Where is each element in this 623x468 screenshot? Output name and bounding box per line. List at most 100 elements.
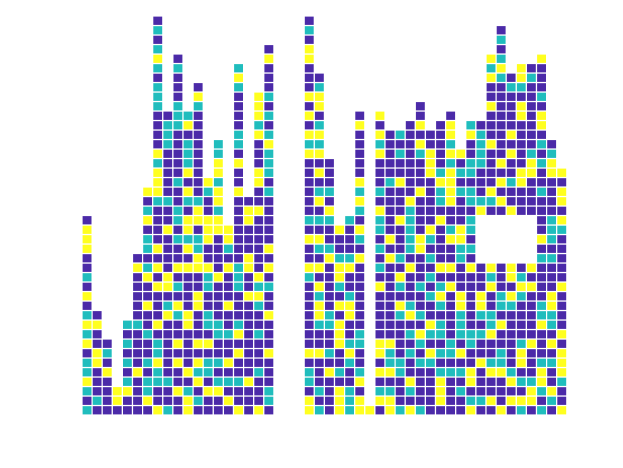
grid-cell-7-23 xyxy=(152,186,164,198)
grid-cell-29-9 xyxy=(374,319,386,331)
grid-cell-45-33 xyxy=(535,91,548,103)
grid-cell-41-11 xyxy=(495,300,507,312)
grid-cell-23-3 xyxy=(313,376,325,388)
grid-cell-30-5 xyxy=(384,357,396,369)
grid-cell-23-8 xyxy=(313,328,325,340)
grid-cell-8-21 xyxy=(162,205,174,217)
grid-cell-17-24 xyxy=(253,176,265,188)
grid-cell-47-25 xyxy=(556,167,568,179)
grid-cell-38-12 xyxy=(465,290,477,302)
grid-cell-23-7 xyxy=(313,338,325,350)
grid-cell-6-18 xyxy=(142,233,154,245)
grid-cell-6-9 xyxy=(142,319,154,331)
grid-cell-1-5 xyxy=(91,357,103,369)
grid-cell-25-17 xyxy=(333,243,346,255)
grid-cell-37-25 xyxy=(455,167,467,179)
grid-cell-40-24 xyxy=(485,176,497,188)
grid-cell-29-30 xyxy=(374,119,386,131)
grid-cell-6-3 xyxy=(142,376,154,388)
grid-cell-22-2 xyxy=(303,385,315,397)
grid-cell-42-24 xyxy=(505,176,517,188)
grid-cell-16-20 xyxy=(243,214,255,226)
grid-cell-37-24 xyxy=(455,176,467,188)
grid-cell-30-28 xyxy=(384,138,396,150)
grid-cell-29-6 xyxy=(374,347,386,359)
grid-cell-46-16 xyxy=(545,252,558,264)
grid-cell-44-27 xyxy=(525,148,538,160)
grid-cell-12-23 xyxy=(202,186,214,198)
grid-cell-7-24 xyxy=(152,176,164,188)
grid-cell-5-12 xyxy=(131,290,144,302)
grid-cell-40-27 xyxy=(485,148,497,160)
grid-cell-4-9 xyxy=(121,319,134,331)
grid-cell-29-3 xyxy=(374,376,386,388)
grid-cell-46-18 xyxy=(545,233,558,245)
grid-cell-46-11 xyxy=(545,300,558,312)
grid-cell-15-25 xyxy=(232,167,245,179)
grid-cell-36-27 xyxy=(445,148,457,160)
grid-cell-33-32 xyxy=(414,100,426,112)
grid-cell-25-8 xyxy=(333,328,346,340)
grid-cell-8-3 xyxy=(162,376,174,388)
grid-cell-33-18 xyxy=(414,233,426,245)
grid-cell-10-28 xyxy=(182,138,194,150)
grid-cell-38-11 xyxy=(465,300,477,312)
grid-cell-37-5 xyxy=(455,357,467,369)
grid-cell-36-13 xyxy=(445,281,457,293)
grid-cell-31-19 xyxy=(394,224,406,236)
grid-cell-41-34 xyxy=(495,81,507,93)
grid-cell-38-18 xyxy=(465,233,477,245)
grid-cell-27-25 xyxy=(354,167,366,179)
grid-cell-46-24 xyxy=(545,176,558,188)
grid-cell-23-27 xyxy=(313,148,325,160)
grid-cell-44-21 xyxy=(525,205,538,217)
grid-cell-23-23 xyxy=(313,186,325,198)
grid-cell-28-0 xyxy=(364,404,376,416)
grid-cell-38-22 xyxy=(465,195,477,207)
grid-cell-8-0 xyxy=(162,404,174,416)
grid-cell-24-25 xyxy=(323,167,336,179)
grid-cell-9-5 xyxy=(172,357,184,369)
grid-cell-40-29 xyxy=(485,129,497,141)
grid-cell-22-28 xyxy=(303,138,315,150)
grid-cell-24-17 xyxy=(323,243,336,255)
grid-cell-13-17 xyxy=(212,243,225,255)
grid-cell-34-26 xyxy=(424,157,437,169)
grid-cell-40-6 xyxy=(485,347,497,359)
grid-cell-13-7 xyxy=(212,338,225,350)
grid-cell-23-9 xyxy=(313,319,325,331)
grid-cell-33-21 xyxy=(414,205,426,217)
grid-cell-22-16 xyxy=(303,252,315,264)
grid-cell-17-15 xyxy=(253,262,265,274)
grid-cell-18-24 xyxy=(263,176,275,188)
grid-cell-17-23 xyxy=(253,186,265,198)
grid-cell-33-1 xyxy=(414,395,426,407)
grid-cell-45-25 xyxy=(535,167,548,179)
grid-cell-9-30 xyxy=(172,119,184,131)
grid-cell-37-23 xyxy=(455,186,467,198)
grid-cell-24-16 xyxy=(323,252,336,264)
grid-cell-17-9 xyxy=(253,319,265,331)
grid-cell-41-8 xyxy=(495,328,507,340)
grid-cell-42-7 xyxy=(505,338,517,350)
grid-cell-37-1 xyxy=(455,395,467,407)
grid-cell-34-28 xyxy=(424,138,437,150)
grid-cell-32-11 xyxy=(404,300,416,312)
grid-cell-27-16 xyxy=(354,252,366,264)
grid-cell-11-12 xyxy=(192,290,204,302)
grid-cell-47-23 xyxy=(556,186,568,198)
grid-cell-18-0 xyxy=(263,404,275,416)
grid-cell-22-17 xyxy=(303,243,315,255)
grid-cell-14-18 xyxy=(222,233,235,245)
grid-cell-9-34 xyxy=(172,81,184,93)
grid-cell-15-12 xyxy=(232,290,245,302)
grid-cell-10-30 xyxy=(182,119,194,131)
grid-cell-29-31 xyxy=(374,110,386,122)
grid-cell-39-25 xyxy=(475,167,487,179)
grid-cell-37-6 xyxy=(455,347,467,359)
grid-cell-17-21 xyxy=(253,205,265,217)
grid-cell-25-11 xyxy=(333,300,346,312)
grid-cell-11-23 xyxy=(192,186,204,198)
grid-cell-7-5 xyxy=(152,357,164,369)
grid-cell-23-32 xyxy=(313,100,325,112)
